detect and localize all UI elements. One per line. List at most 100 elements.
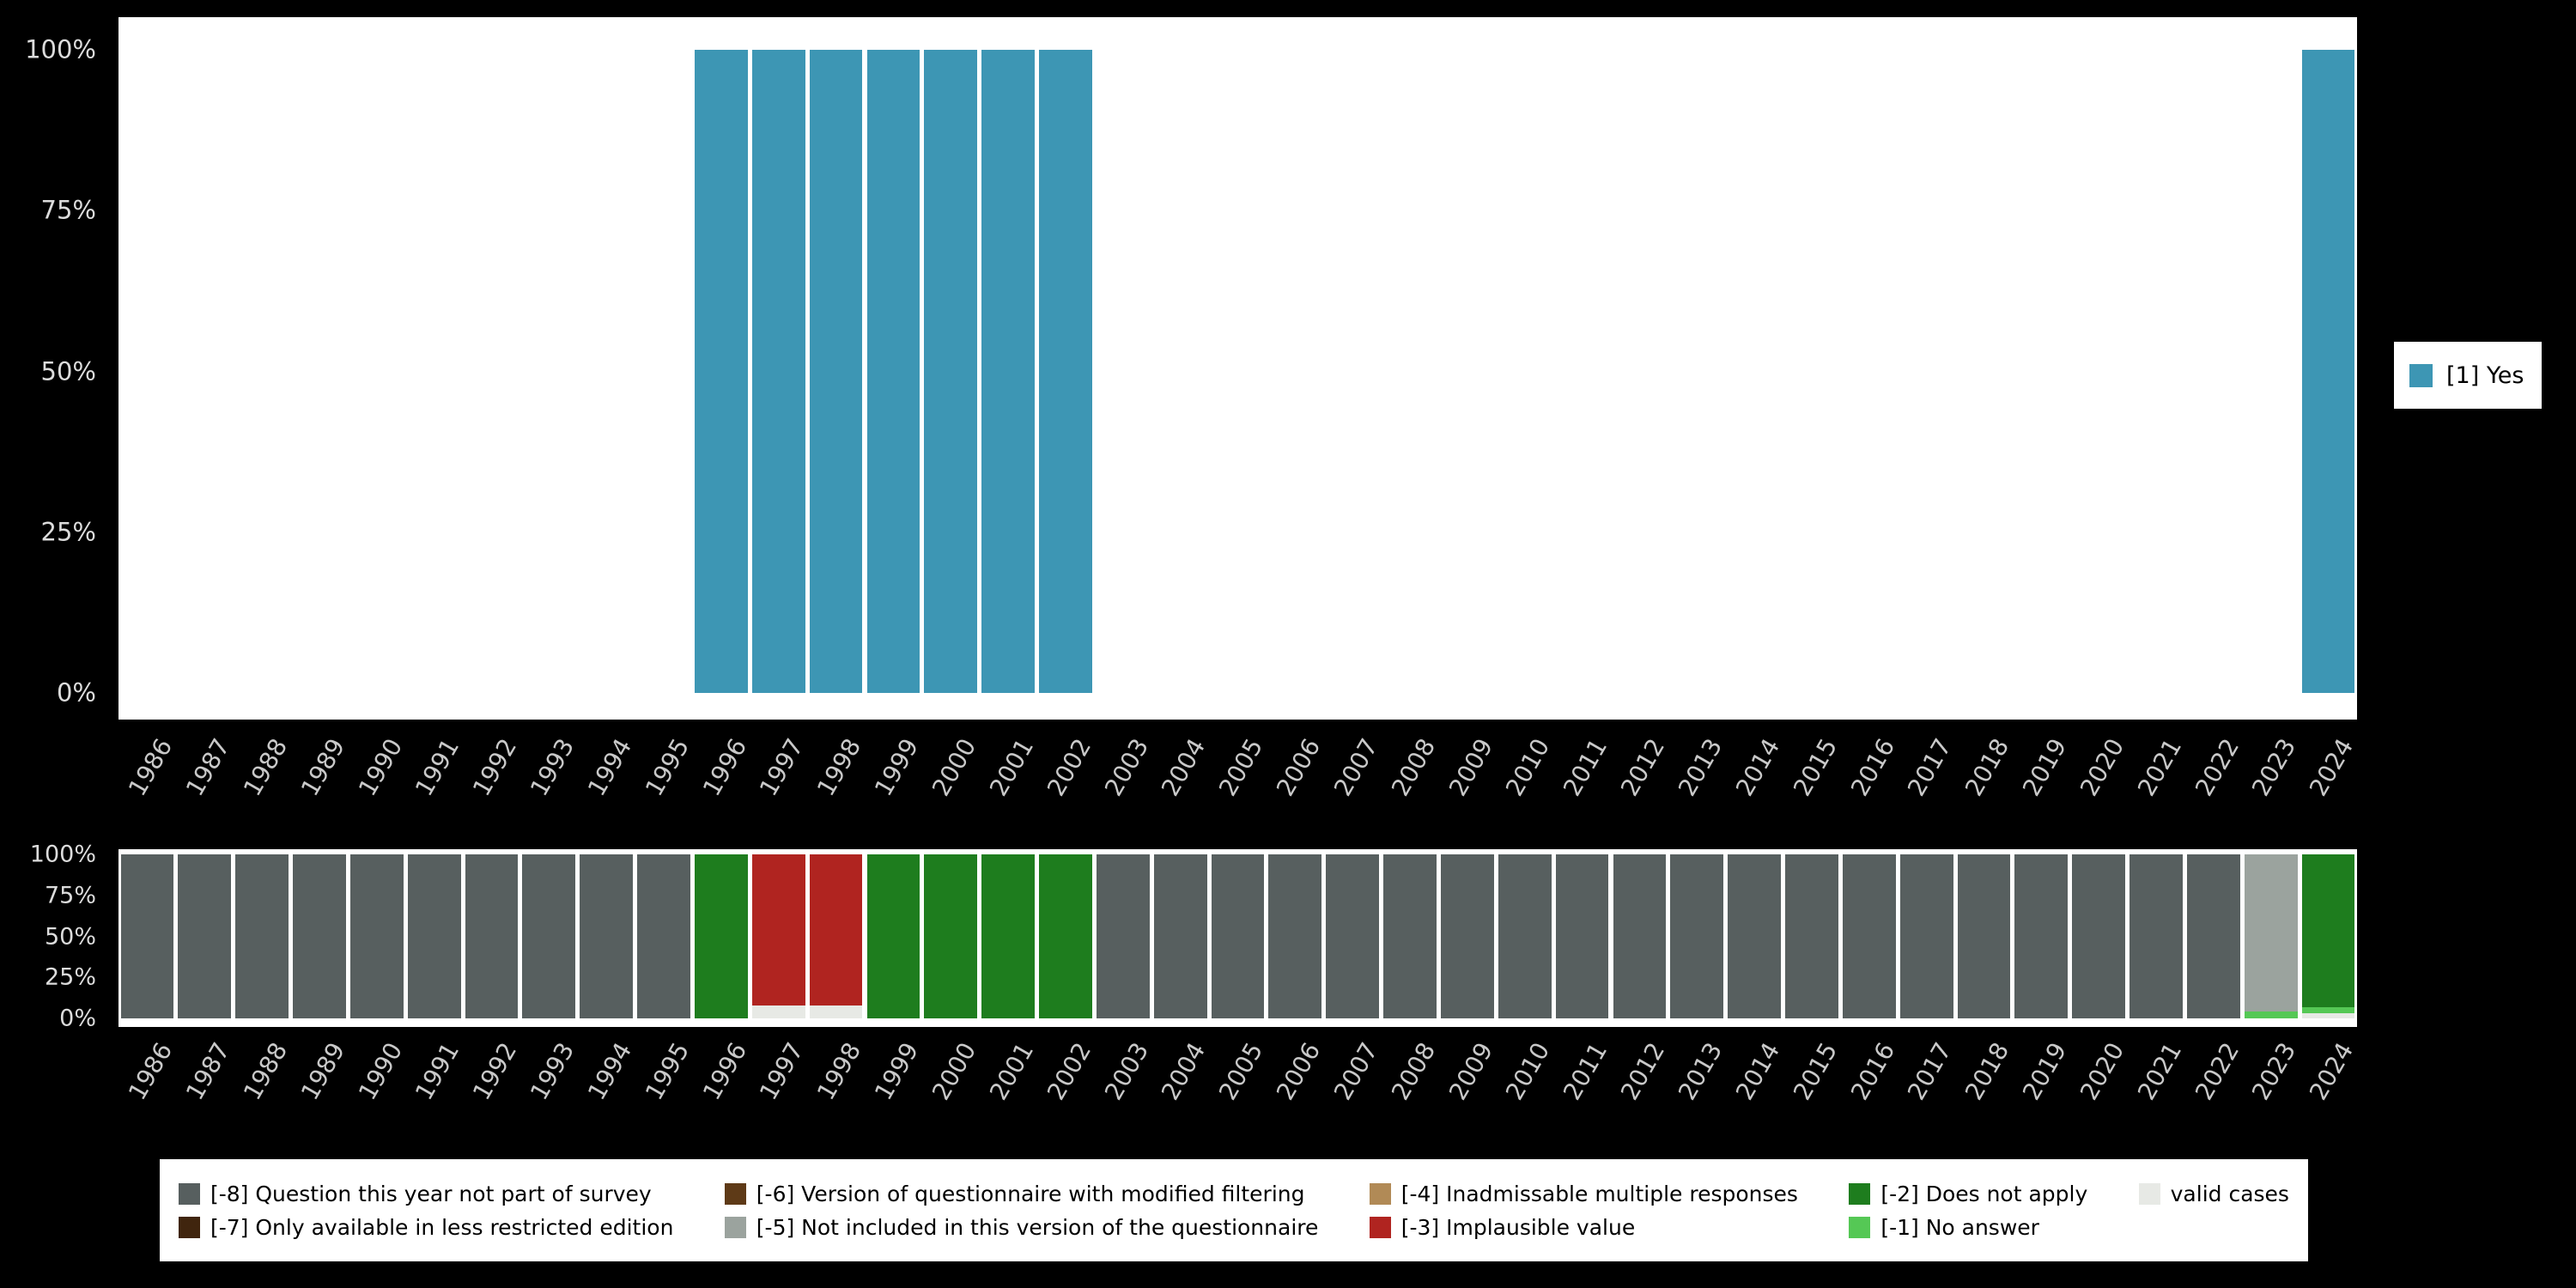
x-tick-label: 1998 — [811, 1037, 867, 1105]
bar-2005 — [1211, 854, 1265, 1018]
bar-segment — [809, 1005, 863, 1018]
x-tick-label: 1999 — [869, 733, 925, 801]
bar-segment — [1153, 854, 1207, 1018]
bar-2002 — [1039, 854, 1092, 1018]
bar-1993 — [522, 50, 575, 693]
x-tick-label: 2003 — [1098, 733, 1154, 801]
bar-1996 — [694, 50, 748, 693]
bar-1997 — [751, 50, 805, 693]
bar-1988 — [235, 854, 289, 1018]
y-tick-label: 75% — [40, 195, 96, 225]
bar-2016 — [1843, 50, 1896, 693]
bar-2021 — [2129, 854, 2183, 1018]
x-tick-label: 1990 — [352, 733, 408, 801]
x-tick-label: 1998 — [811, 733, 867, 801]
bar-segment — [2014, 854, 2069, 1018]
bar-1999 — [866, 50, 920, 693]
legend-label: [-4] Inadmissable multiple responses — [1400, 1181, 1798, 1206]
x-tick-label: 1992 — [467, 733, 523, 801]
bar-segment — [1383, 854, 1437, 1018]
bar-2005 — [1212, 50, 1265, 693]
bar-segment — [2244, 1012, 2298, 1018]
x-tick-label: 1990 — [352, 1037, 408, 1105]
x-tick-label: 2018 — [1959, 1037, 2015, 1105]
bar-segment — [751, 1005, 805, 1018]
legend-label: [-3] Implausible value — [1400, 1214, 1636, 1240]
bar-segment — [2244, 854, 2298, 1012]
answers-chart-bars — [118, 50, 2357, 693]
x-tick-label: 2015 — [1787, 733, 1843, 801]
bar-segment — [1555, 854, 1609, 1018]
y-tick-label: 50% — [40, 356, 96, 386]
bar-2012 — [1613, 854, 1667, 1018]
x-tick-label: 2012 — [1615, 1037, 1671, 1105]
x-tick-label: 2005 — [1213, 733, 1269, 801]
bar-2022 — [2187, 50, 2240, 693]
y-tick-label: 25% — [44, 963, 96, 991]
x-tick-label: 1991 — [410, 1037, 465, 1105]
bar-segment — [2301, 854, 2355, 1007]
x-tick-label: 2010 — [1500, 733, 1556, 801]
bar-1988 — [235, 50, 289, 693]
y-tick-label: 0% — [56, 677, 96, 708]
x-tick-label: 2019 — [2017, 1037, 2073, 1105]
x-tick-label: 1986 — [123, 1037, 179, 1105]
x-tick-label: 2011 — [1558, 733, 1613, 801]
bar-segment — [1039, 50, 1092, 693]
answers-chart-legend: [1] Yes — [2394, 342, 2542, 409]
x-tick-label: 2004 — [1156, 1037, 1212, 1105]
bar-2008 — [1383, 854, 1437, 1018]
x-tick-label: 1988 — [237, 1037, 294, 1105]
bar-2007 — [1326, 854, 1380, 1018]
bar-segment — [1096, 854, 1150, 1018]
x-tick-label: 2006 — [1271, 733, 1327, 801]
x-tick-label: 2005 — [1213, 1037, 1269, 1105]
bar-2001 — [981, 854, 1036, 1018]
x-tick-label: 1989 — [295, 1037, 350, 1105]
x-tick-label: 2008 — [1385, 733, 1442, 801]
valid-swatch-icon — [2138, 1182, 2160, 1205]
m5-swatch-icon — [724, 1216, 746, 1238]
x-tick-label: 2014 — [1729, 1037, 1786, 1105]
bar-2014 — [1728, 50, 1781, 693]
legend-label: [-6] Version of questionnaire with modif… — [756, 1181, 1305, 1206]
legend-label: [-5] Not included in this version of the… — [756, 1214, 1319, 1240]
bar-2003 — [1097, 50, 1150, 693]
missings-chart-x-axis: 1986 1987 1988 1989 1990 1991 1992 1993 1994 1995… — [118, 1032, 2359, 1161]
x-tick-label: 1996 — [696, 733, 752, 801]
x-tick-label: 1987 — [180, 1037, 236, 1105]
bar-2015 — [1785, 50, 1838, 693]
bar-2020 — [2072, 854, 2126, 1018]
bar-segment — [178, 854, 232, 1018]
bar-segment — [981, 50, 1036, 693]
x-tick-label: 2011 — [1558, 1037, 1613, 1105]
bar-2018 — [1957, 854, 2011, 1018]
x-tick-label: 1995 — [639, 1037, 696, 1105]
x-tick-label: 2023 — [2246, 1037, 2302, 1105]
bar-2013 — [1670, 50, 1723, 693]
answers-chart-plot-area — [118, 17, 2357, 720]
bar-2004 — [1153, 854, 1207, 1018]
bar-segment — [1613, 854, 1667, 1018]
x-tick-label: 2014 — [1729, 733, 1786, 801]
bar-segment — [1785, 854, 1838, 1018]
x-tick-label: 2009 — [1443, 733, 1498, 801]
x-tick-label: 2019 — [2017, 733, 2073, 801]
x-tick-label: 1997 — [754, 1037, 810, 1105]
bar-2009 — [1441, 50, 1494, 693]
bar-2014 — [1728, 854, 1782, 1018]
x-tick-label: 1991 — [410, 733, 465, 801]
bar-segment — [866, 854, 920, 1018]
bar-segment — [1498, 854, 1552, 1018]
y-tick-label: 75% — [44, 882, 96, 909]
x-tick-label: 2012 — [1615, 733, 1671, 801]
legend-item: [-7] Only available in less restricted e… — [179, 1215, 673, 1240]
x-tick-label: 2023 — [2246, 733, 2302, 801]
m1-swatch-icon — [1849, 1216, 1871, 1238]
bar-segment — [1842, 854, 1896, 1018]
bar-2024 — [2301, 854, 2355, 1018]
legend-item: [-3] Implausible value — [1369, 1214, 1798, 1240]
bar-2018 — [1958, 50, 2011, 693]
bar-segment — [2301, 1006, 2355, 1014]
legend-item: [-6] Version of questionnaire with modif… — [724, 1181, 1319, 1206]
